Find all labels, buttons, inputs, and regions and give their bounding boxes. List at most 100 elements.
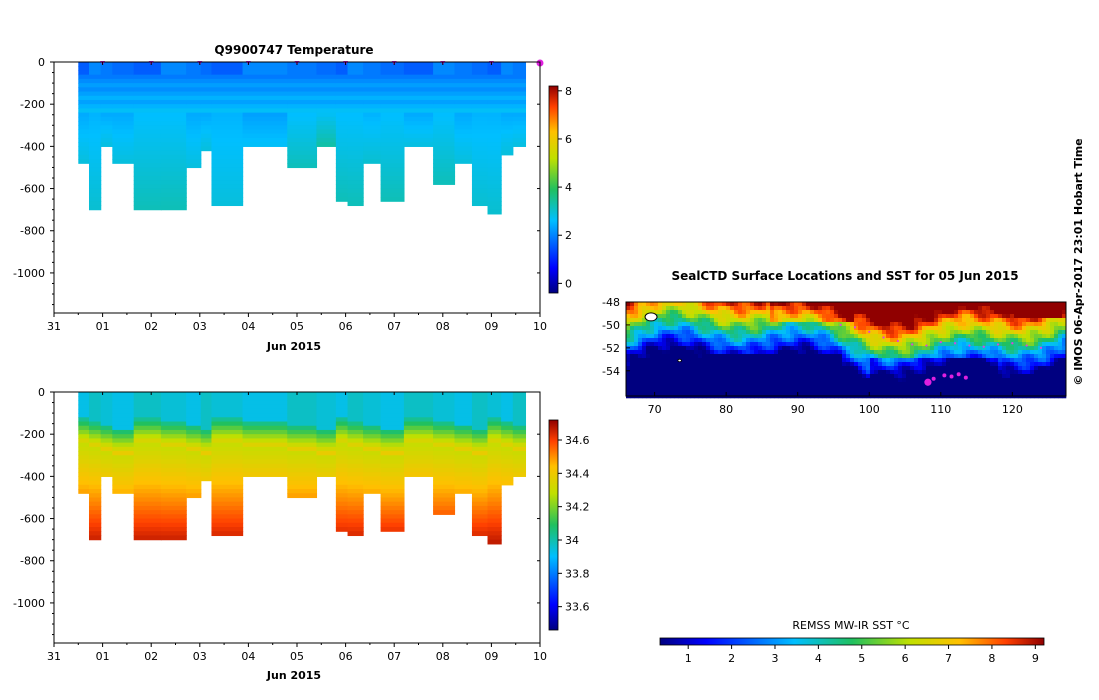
sst-cell <box>1038 386 1043 391</box>
sst-cell <box>834 358 839 363</box>
sst-cell <box>882 378 887 383</box>
sst-cell <box>866 342 871 347</box>
sst-cell <box>650 342 655 347</box>
sst-cell <box>686 374 691 379</box>
sst-cell <box>758 350 763 355</box>
sst-cell <box>638 366 643 371</box>
sst-cell <box>1050 362 1055 367</box>
salinity-cell <box>403 392 434 397</box>
sst-cell <box>730 342 735 347</box>
temperature-cell <box>471 83 489 88</box>
salinity-cell <box>133 510 162 515</box>
sst-cell <box>662 342 667 347</box>
sst-cell <box>642 390 647 395</box>
sst-cell <box>854 358 859 363</box>
sst-cell <box>890 354 895 359</box>
sst-cell <box>998 314 1003 319</box>
sst-cell <box>730 390 735 395</box>
salinity-cell <box>363 484 382 490</box>
sst-cell <box>918 330 923 335</box>
sst-cell <box>822 390 827 395</box>
sst-cell <box>1026 334 1031 339</box>
sst-cell <box>654 358 659 363</box>
sst-cell <box>818 334 823 339</box>
sst-cell <box>650 358 655 363</box>
sst-cell <box>954 326 959 331</box>
sst-cell <box>638 330 643 335</box>
sst-cell <box>802 330 807 335</box>
sst-cell <box>1010 306 1015 311</box>
sst-cell <box>630 386 635 391</box>
sst-cell <box>682 314 687 319</box>
temperature-cell <box>242 95 288 101</box>
temperature-cell <box>88 137 102 143</box>
sst-cell <box>742 346 747 351</box>
sst-cell <box>746 346 751 351</box>
sst-cell <box>842 318 847 323</box>
sst-cell <box>730 358 735 363</box>
sst-cell <box>694 362 699 367</box>
temperature-cell <box>347 78 364 84</box>
sst-cell <box>758 314 763 319</box>
sst-cell <box>982 358 987 363</box>
sst-cell <box>886 358 891 363</box>
sst-cell <box>838 390 843 395</box>
sst-cell <box>694 334 699 339</box>
sst-cell <box>682 354 687 359</box>
salinity-cell <box>363 429 382 435</box>
sst-cell <box>930 318 935 323</box>
sst-cell <box>934 330 939 335</box>
sst-cell <box>730 302 735 307</box>
sst-cell <box>874 310 879 315</box>
salinity-cell <box>471 438 489 444</box>
sst-cell <box>774 378 779 383</box>
temperature-cell <box>363 146 382 152</box>
sst-cell <box>654 302 659 307</box>
temperature-cell <box>133 62 162 67</box>
sst-cell <box>654 310 659 315</box>
sst-cell <box>830 330 835 335</box>
sst-cell <box>718 358 723 363</box>
sst-cell <box>922 354 927 359</box>
temperature-cell <box>363 95 382 101</box>
salinity-cell <box>242 400 288 406</box>
sst-cell <box>678 362 683 367</box>
sst-cell <box>974 386 979 391</box>
sst-cell <box>934 346 939 351</box>
salinity-cell <box>487 417 502 423</box>
salinity-cell <box>316 438 337 444</box>
sst-cell <box>730 322 735 327</box>
sst-cell <box>882 366 887 371</box>
temperature-cell <box>347 125 364 131</box>
temperature-cell <box>186 142 202 147</box>
temperature-cell <box>211 171 244 177</box>
sst-cell <box>774 338 779 343</box>
sst-cell <box>726 390 731 395</box>
temperature-cell <box>211 159 244 164</box>
sst-cell <box>926 374 931 379</box>
sst-cell <box>1038 370 1043 375</box>
salinity-cell <box>433 493 456 499</box>
sst-cell <box>870 314 875 319</box>
salinity-cell <box>133 417 162 423</box>
salinity-cell <box>78 459 90 465</box>
temperature-cell <box>242 112 288 118</box>
sst-cell <box>834 354 839 359</box>
sst-cell <box>890 330 895 335</box>
sst-cell <box>658 386 663 391</box>
sst-cell <box>626 338 631 343</box>
sst-cell <box>890 346 895 351</box>
sst-cell <box>746 370 751 375</box>
salinity-cell <box>501 400 514 406</box>
temperature-cell <box>471 184 489 190</box>
sst-cell <box>750 370 755 375</box>
sst-cell <box>798 306 803 311</box>
temperature-cell <box>160 133 187 139</box>
salinity-cell <box>347 489 364 494</box>
salinity-cell <box>347 467 364 473</box>
sst-cell <box>702 302 707 307</box>
sst-cell <box>790 386 795 391</box>
sst-cell <box>886 362 891 367</box>
sst-cell <box>834 346 839 351</box>
sst-cell <box>706 342 711 347</box>
